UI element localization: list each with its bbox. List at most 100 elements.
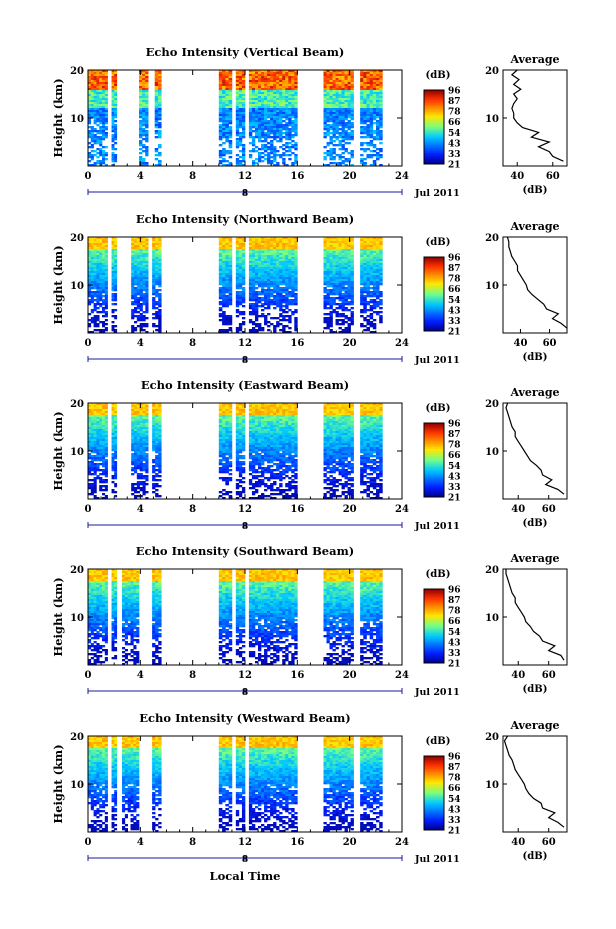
heatmap-cell — [282, 259, 286, 262]
heatmap-cell — [222, 116, 226, 119]
heatmap-cell — [360, 265, 364, 268]
heatmap-cell — [258, 283, 262, 286]
heatmap-cell — [288, 74, 292, 77]
heatmap-cell — [102, 146, 106, 149]
heatmap-cell — [341, 275, 345, 278]
heatmap-cell — [363, 74, 367, 77]
heatmap-cell — [88, 136, 92, 139]
heatmap-cell — [285, 98, 289, 101]
heatmap-cell — [264, 289, 268, 292]
heatmap-cell — [338, 122, 342, 125]
heatmap-cell — [341, 130, 345, 133]
heatmap-cell — [96, 110, 100, 113]
heatmap-cell — [291, 162, 295, 165]
heatmap-cell — [338, 108, 342, 111]
heatmap-cell — [279, 299, 283, 302]
heatmap-cell — [329, 90, 333, 93]
heatmap-cell — [152, 251, 156, 254]
heatmap-cell — [285, 116, 289, 119]
heatmap-cell — [347, 94, 351, 97]
heatmap-cell — [326, 74, 330, 77]
heatmap-cell — [323, 98, 327, 101]
heatmap-cell — [88, 467, 92, 470]
heatmap-cell — [241, 269, 246, 272]
heatmap-cell — [369, 76, 374, 79]
heatmap-cell — [329, 291, 333, 294]
heatmap-cell — [251, 162, 256, 165]
heatmap-cell — [332, 128, 336, 131]
heatmap-cell — [102, 138, 106, 141]
heatmap-cell — [235, 237, 240, 240]
heatmap-cell — [96, 407, 100, 410]
heatmap-cell — [372, 100, 377, 103]
heatmap-cell — [238, 98, 243, 101]
heatmap-cell — [139, 253, 143, 256]
heatmap-cell — [90, 263, 94, 266]
heatmap-cell — [329, 116, 333, 119]
heatmap-cell — [222, 142, 226, 145]
heatmap-cell — [294, 158, 298, 161]
heatmap-cell — [288, 124, 292, 127]
heatmap-cell — [235, 110, 240, 113]
heatmap-cell — [88, 269, 92, 272]
heatmap-cell — [139, 144, 143, 147]
heatmap-cell — [288, 80, 292, 83]
heatmap-cell — [376, 281, 380, 284]
heatmap-cell — [350, 277, 354, 280]
heatmap-cell — [88, 287, 92, 290]
heatmap-cell — [264, 80, 268, 83]
heatmap-cell — [282, 104, 286, 107]
heatmap-cell — [282, 327, 286, 330]
heatmap-cell — [379, 148, 383, 151]
heatmap-cell — [254, 315, 259, 318]
heatmap-cell — [276, 267, 280, 270]
heatmap-cell — [261, 130, 265, 133]
heatmap-cell — [238, 112, 243, 115]
heatmap-cell — [96, 152, 100, 155]
heatmap-cell — [158, 281, 162, 284]
heatmap-cell — [225, 285, 229, 288]
heatmap-cell — [131, 253, 135, 256]
heatmap-cell — [366, 245, 370, 248]
heatmap-cell — [267, 299, 271, 302]
heatmap-cell — [228, 106, 233, 109]
heatmap-cell — [350, 156, 354, 159]
heatmap-cell — [323, 259, 327, 262]
colorbar-tick-label: 54 — [448, 296, 461, 306]
heatmap-cell — [329, 265, 333, 268]
heatmap-cell — [261, 269, 265, 272]
heatmap-cell — [258, 251, 262, 254]
heatmap-cell — [251, 273, 256, 276]
heatmap-cell — [323, 271, 327, 274]
heatmap-cell — [238, 313, 243, 316]
heatmap-cell — [93, 481, 97, 484]
heatmap-cell — [99, 261, 103, 264]
heatmap-cell — [285, 88, 289, 91]
heatmap-cell — [90, 293, 94, 296]
heatmap-cell — [254, 307, 259, 310]
heatmap-cell — [102, 88, 106, 91]
heatmap-cell — [104, 110, 108, 113]
heatmap-cell — [285, 138, 289, 141]
heatmap-cell — [139, 291, 143, 294]
heatmap-cell — [254, 247, 259, 250]
heatmap-cell — [273, 267, 277, 270]
heatmap-cell — [350, 154, 354, 157]
heatmap-cell — [114, 138, 118, 141]
heatmap-cell — [282, 297, 286, 300]
heatmap-cell — [335, 80, 339, 83]
heatmap-cell — [276, 271, 280, 274]
heatmap-cell — [288, 110, 292, 113]
heatmap-cell — [228, 243, 233, 246]
heatmap-cell — [329, 132, 333, 135]
heatmap-cell — [376, 108, 380, 111]
heatmap-cell — [222, 303, 226, 306]
heatmap-cell — [228, 295, 233, 298]
heatmap-cell — [104, 275, 108, 278]
heatmap-cell — [99, 88, 103, 91]
heatmap-cell — [145, 279, 149, 282]
heatmap-cell — [111, 108, 115, 111]
heatmap-cell — [372, 271, 377, 274]
heatmap-cell — [264, 150, 268, 153]
heatmap-cell — [102, 152, 106, 155]
